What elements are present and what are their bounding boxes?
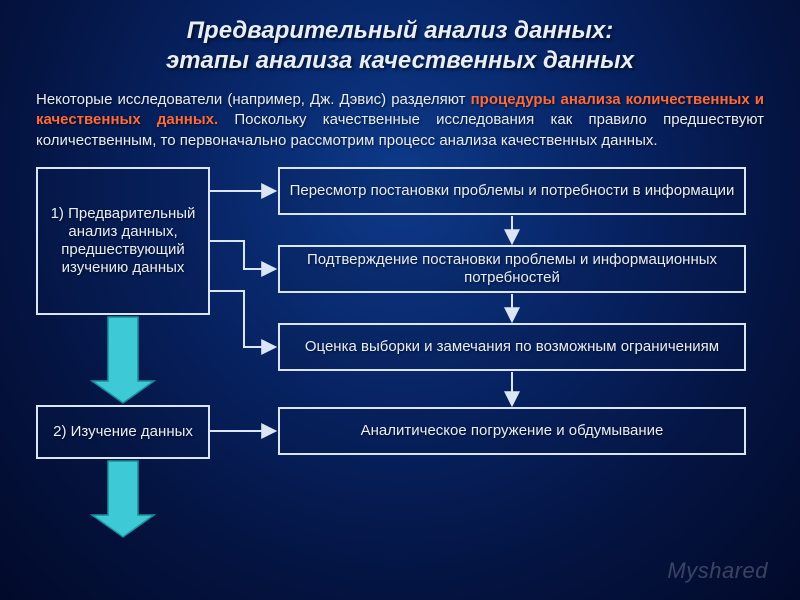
- node-data-study: 2) Изучение данных: [36, 405, 210, 459]
- node-label: Аналитическое погружение и обдумывание: [361, 422, 664, 440]
- edge-left1-r3: [210, 291, 274, 347]
- page-title: Предварительный анализ данных: этапы ана…: [36, 16, 764, 76]
- node-problem-confirm: Подтверждение постановки проблемы и инфо…: [278, 245, 746, 293]
- intro-pre: Некоторые исследователи (например, Дж. Д…: [36, 91, 471, 108]
- node-sample-eval: Оценка выборки и замечания по возможным …: [278, 323, 746, 371]
- node-problem-review: Пересмотр постановки проблемы и потребно…: [278, 167, 746, 215]
- node-label: Оценка выборки и замечания по возможным …: [305, 338, 719, 356]
- edge-left1-r2: [210, 241, 274, 269]
- intro-paragraph: Некоторые исследователи (например, Дж. Д…: [36, 90, 764, 151]
- watermark-text: Myshared: [667, 558, 768, 583]
- big-arrow-left2-down: [92, 461, 154, 537]
- title-line-2: этапы анализа качественных данных: [166, 47, 634, 74]
- watermark: Myshared: [667, 558, 768, 584]
- title-line-1: Предварительный анализ данных:: [187, 17, 613, 44]
- slide-content: Предварительный анализ данных: этапы ана…: [0, 0, 800, 563]
- flowchart: 1) Предварительный анализ данных, предше…: [36, 163, 764, 553]
- node-label: Подтверждение постановки проблемы и инфо…: [288, 251, 736, 287]
- node-label: 2) Изучение данных: [53, 423, 193, 441]
- big-arrow-left1-left2: [92, 317, 154, 403]
- node-preliminary-analysis: 1) Предварительный анализ данных, предше…: [36, 167, 210, 315]
- node-label: Пересмотр постановки проблемы и потребно…: [290, 182, 735, 200]
- node-label: 1) Предварительный анализ данных, предше…: [46, 205, 200, 277]
- node-analytic-immersion: Аналитическое погружение и обдумывание: [278, 407, 746, 455]
